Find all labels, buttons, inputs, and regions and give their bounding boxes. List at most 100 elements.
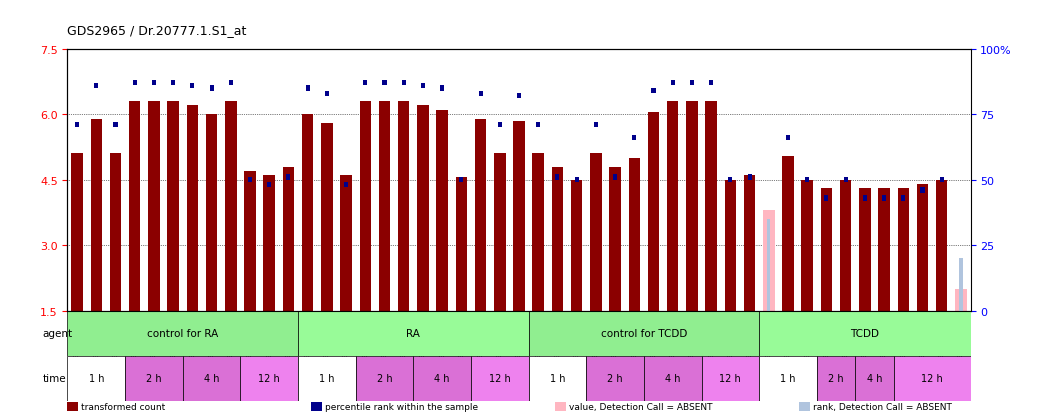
- Bar: [702, 356, 759, 401]
- Bar: [632, 136, 636, 141]
- Bar: [436, 111, 448, 311]
- Bar: [363, 81, 367, 86]
- Bar: [629, 159, 640, 311]
- Bar: [344, 183, 348, 188]
- Bar: [824, 196, 828, 201]
- Bar: [690, 81, 694, 86]
- Bar: [340, 176, 352, 311]
- Bar: [648, 113, 659, 311]
- Text: control for RA: control for RA: [147, 328, 218, 338]
- Bar: [228, 81, 233, 86]
- Bar: [729, 178, 733, 183]
- Bar: [113, 123, 117, 128]
- Bar: [528, 311, 759, 356]
- Bar: [460, 178, 463, 183]
- Text: 2 h: 2 h: [377, 373, 392, 383]
- Text: 2 h: 2 h: [607, 373, 623, 383]
- Bar: [402, 81, 406, 86]
- Bar: [90, 119, 102, 311]
- Bar: [110, 154, 121, 311]
- Bar: [863, 196, 867, 201]
- Text: percentile rank within the sample: percentile rank within the sample: [325, 402, 479, 411]
- Bar: [302, 115, 313, 311]
- Bar: [855, 356, 894, 401]
- Bar: [817, 356, 855, 401]
- Text: 1 h: 1 h: [88, 373, 104, 383]
- Bar: [936, 180, 948, 311]
- Bar: [613, 175, 617, 180]
- Bar: [421, 83, 425, 89]
- Bar: [652, 89, 656, 94]
- Bar: [805, 178, 810, 183]
- Bar: [894, 356, 971, 401]
- Bar: [72, 154, 83, 311]
- Text: 2 h: 2 h: [146, 373, 162, 383]
- Bar: [474, 119, 487, 311]
- Bar: [513, 121, 525, 311]
- Bar: [667, 102, 679, 311]
- Bar: [709, 81, 713, 86]
- Text: time: time: [43, 373, 66, 383]
- Bar: [498, 123, 501, 128]
- Bar: [744, 176, 756, 311]
- Text: 12 h: 12 h: [922, 373, 943, 383]
- Bar: [225, 102, 237, 311]
- Bar: [551, 167, 564, 311]
- Bar: [532, 154, 544, 311]
- Bar: [67, 356, 126, 401]
- Text: agent: agent: [43, 328, 73, 338]
- Bar: [590, 154, 602, 311]
- Bar: [94, 83, 99, 89]
- Bar: [821, 189, 832, 311]
- Bar: [844, 178, 848, 183]
- Bar: [267, 183, 271, 188]
- Text: GDS2965 / Dr.20777.1.S1_at: GDS2965 / Dr.20777.1.S1_at: [67, 24, 247, 37]
- Bar: [171, 81, 175, 86]
- Text: transformed count: transformed count: [81, 402, 165, 411]
- Bar: [859, 189, 871, 311]
- Bar: [644, 356, 702, 401]
- Bar: [244, 171, 255, 311]
- Bar: [783, 156, 794, 311]
- Bar: [286, 175, 291, 180]
- Bar: [325, 91, 329, 97]
- Bar: [133, 81, 137, 86]
- Bar: [901, 196, 905, 201]
- Bar: [75, 123, 79, 128]
- Bar: [671, 81, 675, 86]
- Bar: [305, 86, 309, 91]
- Bar: [398, 102, 409, 311]
- Text: 1 h: 1 h: [550, 373, 565, 383]
- Bar: [917, 185, 928, 311]
- Bar: [686, 102, 698, 311]
- Bar: [359, 102, 371, 311]
- Bar: [878, 189, 890, 311]
- Text: 2 h: 2 h: [828, 373, 844, 383]
- Bar: [609, 167, 621, 311]
- Bar: [747, 175, 752, 180]
- Text: 4 h: 4 h: [434, 373, 449, 383]
- Bar: [129, 102, 140, 311]
- Bar: [241, 356, 298, 401]
- Bar: [382, 81, 386, 86]
- Bar: [187, 106, 198, 311]
- Bar: [440, 86, 444, 91]
- Bar: [921, 188, 925, 193]
- Bar: [417, 106, 429, 311]
- Text: value, Detection Call = ABSENT: value, Detection Call = ABSENT: [569, 402, 712, 411]
- Bar: [725, 180, 736, 311]
- Bar: [456, 178, 467, 311]
- Text: 12 h: 12 h: [258, 373, 280, 383]
- Bar: [298, 311, 528, 356]
- Bar: [801, 180, 813, 311]
- Text: 1 h: 1 h: [319, 373, 334, 383]
- Bar: [167, 102, 179, 311]
- Bar: [517, 94, 521, 99]
- Bar: [955, 289, 966, 311]
- Text: 4 h: 4 h: [867, 373, 882, 383]
- Bar: [298, 356, 356, 401]
- Bar: [356, 356, 413, 401]
- Bar: [152, 81, 156, 86]
- Text: 4 h: 4 h: [203, 373, 219, 383]
- Bar: [594, 123, 598, 128]
